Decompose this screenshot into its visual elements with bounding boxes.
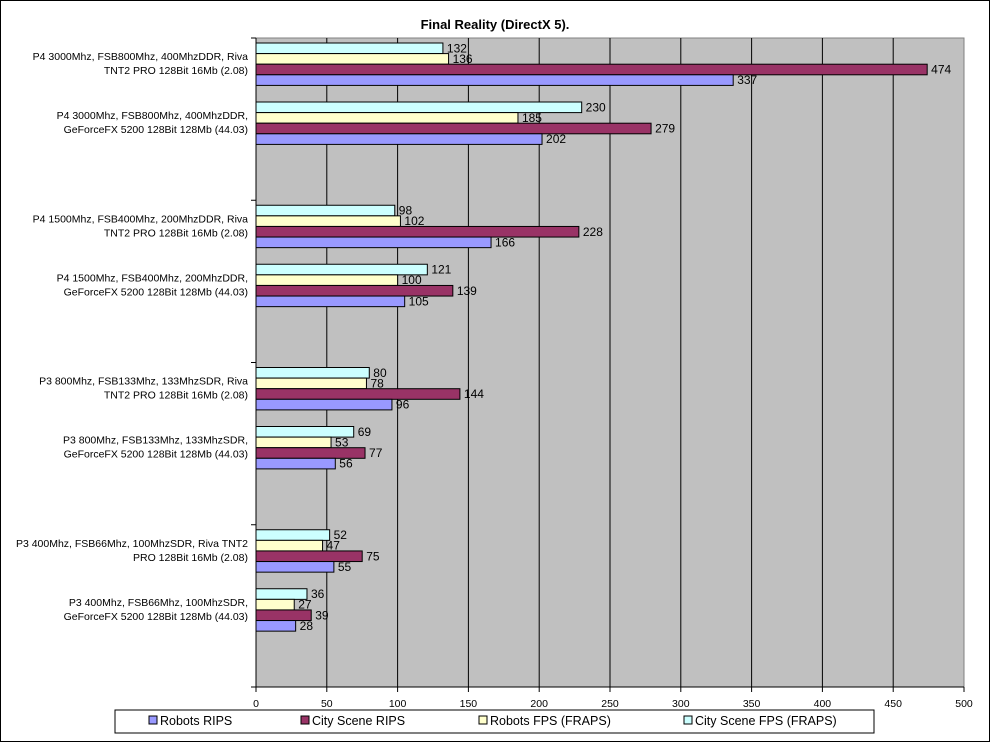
data-label: 53 <box>335 435 349 449</box>
data-label: 136 <box>453 52 473 66</box>
bar <box>255 225 580 238</box>
data-label: 78 <box>370 376 384 390</box>
data-label: 105 <box>409 294 429 308</box>
bar <box>255 133 543 145</box>
x-tick-label: 0 <box>253 698 259 710</box>
data-label: 47 <box>327 539 341 553</box>
x-tick-label: 100 <box>389 698 407 710</box>
category-label: GeForceFX 5200 128Bit 128Mb (44.03) <box>64 449 248 461</box>
data-label: 474 <box>931 63 951 77</box>
bar <box>255 457 336 470</box>
category-label: TNT2 PRO 128Bit 16Mb (2.08) <box>104 390 248 402</box>
x-tick-label: 500 <box>955 698 973 710</box>
category-label: P4 1500Mhz, FSB400Mhz, 200MhzDDR, <box>57 272 248 284</box>
bar <box>255 388 461 400</box>
data-label: 337 <box>737 73 757 87</box>
data-label: 228 <box>583 225 603 239</box>
data-label: 77 <box>369 446 383 460</box>
bar <box>255 398 393 411</box>
category-label: TNT2 PRO 128Bit 16Mb (2.08) <box>104 65 248 77</box>
legend-swatch <box>300 715 310 725</box>
data-label: 28 <box>300 619 314 633</box>
category-label: PRO 128Bit 16Mb (2.08) <box>133 552 248 564</box>
x-tick-label: 450 <box>884 698 902 710</box>
bar <box>255 63 928 76</box>
chart-title: Final Reality (DirectX 5). <box>421 17 570 32</box>
x-tick-label: 250 <box>601 698 619 710</box>
legend-entry: Robots RIPS <box>160 714 232 728</box>
bar <box>255 598 295 611</box>
bar <box>255 561 335 573</box>
bar <box>255 42 444 55</box>
data-label: 202 <box>546 132 566 146</box>
category-label: TNT2 PRO 128Bit 16Mb (2.08) <box>104 227 248 239</box>
bar <box>255 529 331 541</box>
x-tick-label: 150 <box>460 698 478 710</box>
data-label: 121 <box>431 263 451 277</box>
data-label: 100 <box>402 273 422 287</box>
data-label: 166 <box>495 235 515 249</box>
bar <box>255 74 734 86</box>
category-label: P3 800Mhz, FSB133Mhz, 133MhzSDR, <box>63 435 248 447</box>
data-label: 80 <box>373 366 387 380</box>
data-label: 102 <box>404 214 424 228</box>
legend-entry: City Scene FPS (FRAPS) <box>695 714 837 728</box>
x-tick-label: 300 <box>672 698 690 710</box>
data-label: 27 <box>298 598 312 612</box>
data-label: 52 <box>334 528 348 542</box>
bar <box>255 215 401 227</box>
data-label: 96 <box>396 398 410 412</box>
category-label: P4 3000Mhz, FSB800Mhz, 400MhzDDR, <box>57 110 248 122</box>
data-label: 185 <box>522 111 542 125</box>
data-label: 69 <box>358 425 372 439</box>
data-label: 56 <box>339 457 353 471</box>
bar <box>255 295 406 308</box>
bar <box>255 367 370 379</box>
bar <box>255 436 332 449</box>
category-label: GeForceFX 5200 128Bit 128Mb (44.03) <box>64 286 248 298</box>
category-label: P4 3000Mhz, FSB800Mhz, 400MhzDDR, Riva <box>33 51 249 63</box>
legend-entry: Robots FPS (FRAPS) <box>490 714 611 728</box>
data-label: 230 <box>586 100 606 114</box>
x-tick-label: 400 <box>814 698 832 710</box>
x-tick-label: 50 <box>321 698 333 710</box>
data-label: 75 <box>366 549 380 563</box>
data-label: 98 <box>399 204 413 218</box>
category-label: P4 1500Mhz, FSB400Mhz, 200MhzDDR, Riva <box>33 213 249 225</box>
bar <box>255 112 519 124</box>
data-label: 139 <box>457 284 477 298</box>
category-label: P3 400Mhz, FSB66Mhz, 100MhzSDR, <box>69 597 248 609</box>
bar <box>255 53 450 65</box>
bar <box>255 122 652 135</box>
data-label: 55 <box>338 560 352 574</box>
data-label: 132 <box>447 41 467 55</box>
bar <box>255 236 492 249</box>
category-label: GeForceFX 5200 128Bit 128Mb (44.03) <box>64 611 248 623</box>
data-label: 36 <box>311 587 325 601</box>
bar <box>255 539 324 552</box>
bar <box>255 274 399 286</box>
category-label: P3 800Mhz, FSB133Mhz, 133MhzSDR, Riva <box>39 376 248 388</box>
category-label: P3 400Mhz, FSB66Mhz, 100MhzSDR, Riva TNT… <box>16 538 248 550</box>
data-label: 39 <box>315 608 329 622</box>
data-label: 144 <box>464 387 484 401</box>
bar <box>255 620 297 632</box>
legend-swatch <box>478 715 488 725</box>
x-tick-label: 350 <box>743 698 761 710</box>
legend-swatch <box>683 715 693 725</box>
category-label: GeForceFX 5200 128Bit 128Mb (44.03) <box>64 124 248 136</box>
bar <box>255 377 367 390</box>
legend-swatch <box>148 715 158 725</box>
legend-entry: City Scene RIPS <box>312 714 405 728</box>
data-label: 279 <box>655 122 675 136</box>
x-tick-label: 200 <box>530 698 548 710</box>
bar <box>255 204 396 217</box>
